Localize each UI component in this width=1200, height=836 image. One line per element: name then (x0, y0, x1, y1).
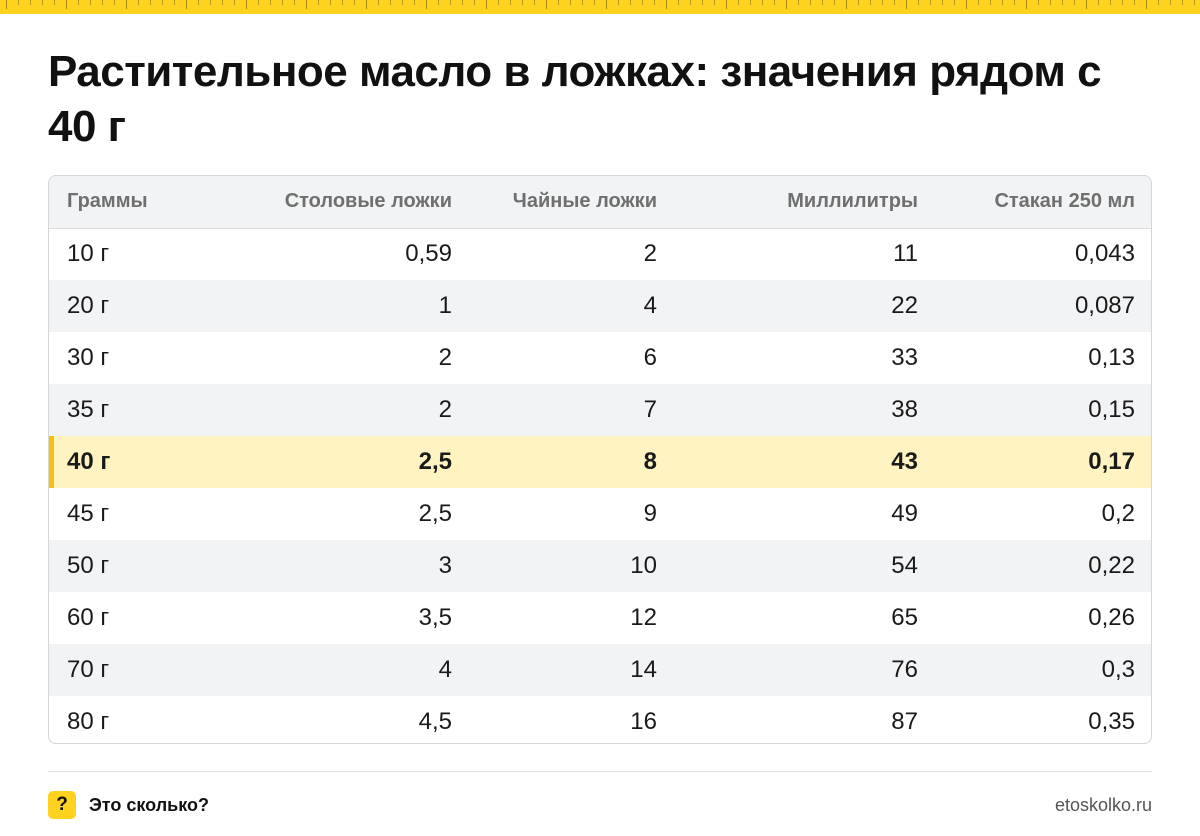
cell-teaspoons: 6 (643, 344, 657, 371)
cell-grams: 35 г (67, 396, 110, 423)
cell-cup: 0,3 (1101, 656, 1135, 683)
cell-tablespoons: 3,5 (418, 604, 452, 631)
cell-grams: 45 г (67, 500, 110, 527)
cell-cup: 0,087 (1074, 292, 1135, 319)
table-row: 50 г 3 10 54 0,22 (49, 540, 1151, 592)
table-row: 60 г 3,5 12 65 0,26 (49, 592, 1151, 644)
table-row-highlighted: 40 г 2,5 8 43 0,17 (49, 436, 1151, 488)
table-row: 30 г 2 6 33 0,13 (49, 332, 1151, 384)
cell-milliliters: 33 (891, 344, 918, 371)
cell-cup: 0,22 (1088, 552, 1135, 579)
cell-teaspoons: 8 (643, 448, 657, 475)
cell-teaspoons: 2 (643, 240, 657, 268)
footer-brand: Это сколько? (89, 795, 209, 815)
column-header-teaspoons: Чайные ложки (470, 176, 675, 229)
table-row: 80 г 4,5 16 87 0,35 (49, 696, 1151, 743)
cell-milliliters: 38 (891, 396, 918, 423)
cell-grams: 30 г (67, 344, 110, 371)
cell-tablespoons: 4,5 (418, 708, 452, 735)
column-header-milliliters: Миллилитры (675, 176, 936, 229)
cell-cup: 0,13 (1088, 344, 1135, 371)
cell-teaspoons: 10 (630, 552, 657, 579)
cell-grams: 20 г (67, 292, 110, 319)
cell-grams: 50 г (67, 552, 110, 579)
cell-tablespoons: 2 (438, 396, 452, 423)
cell-grams: 60 г (67, 604, 110, 631)
cell-tablespoons: 1 (438, 292, 452, 319)
cell-cup: 0,35 (1088, 708, 1135, 735)
cell-teaspoons: 12 (630, 604, 657, 631)
cell-teaspoons: 4 (643, 292, 657, 319)
cell-milliliters: 87 (891, 708, 918, 735)
cell-tablespoons: 3 (438, 552, 452, 579)
table-row: 45 г 2,5 9 49 0,2 (49, 488, 1151, 540)
cell-tablespoons: 2 (438, 344, 452, 371)
page-title: Растительное масло в ложках: значения ря… (48, 47, 1102, 151)
cell-milliliters: 11 (893, 240, 918, 268)
footer-site-url[interactable]: etoskolko.ru (1054, 795, 1152, 815)
table-row: 20 г 1 4 22 0,087 (49, 280, 1151, 332)
question-mark-icon: ? (48, 791, 76, 819)
cell-milliliters: 65 (891, 604, 918, 631)
cell-milliliters: 22 (891, 292, 918, 319)
cell-cup: 0,043 (1074, 240, 1135, 268)
cell-grams: 80 г (67, 708, 110, 735)
cell-tablespoons: 0,59 (405, 240, 452, 268)
cell-teaspoons: 7 (643, 396, 657, 423)
cell-tablespoons: 2,5 (418, 500, 452, 527)
cell-grams: 40 г (49, 436, 209, 488)
cell-cup: 0,2 (1101, 500, 1135, 527)
table-header-row: Граммы Столовые ложки Чайные ложки Милли… (49, 176, 1151, 229)
cell-milliliters: 76 (891, 656, 918, 683)
cell-teaspoons: 14 (630, 656, 657, 683)
cell-cup: 0,15 (1088, 396, 1135, 423)
cell-tablespoons: 4 (438, 656, 452, 683)
cell-milliliters: 43 (891, 448, 918, 475)
ruler-strip (0, 0, 1200, 14)
column-header-grams: Граммы (49, 176, 209, 229)
cell-milliliters: 49 (891, 500, 918, 527)
cell-grams: 10 г (67, 240, 110, 268)
cell-cup: 0,26 (1088, 604, 1135, 631)
column-header-cup: Стакан 250 мл (936, 176, 1151, 229)
conversion-table: Граммы Столовые ложки Чайные ложки Милли… (48, 175, 1152, 744)
cell-tablespoons: 2,5 (418, 448, 452, 475)
footer-divider (48, 771, 1152, 772)
table-row: 70 г 4 14 76 0,3 (49, 644, 1151, 696)
table-row: 35 г 2 7 38 0,15 (49, 384, 1151, 436)
cell-milliliters: 54 (891, 552, 918, 579)
column-header-tablespoons: Столовые ложки (209, 176, 470, 229)
cell-grams: 70 г (67, 656, 110, 683)
cell-cup: 0,17 (1088, 448, 1135, 475)
cell-teaspoons: 16 (630, 708, 657, 735)
table-row: 10 г 0,59 2 11 0,043 (49, 228, 1151, 280)
cell-teaspoons: 9 (643, 500, 657, 527)
